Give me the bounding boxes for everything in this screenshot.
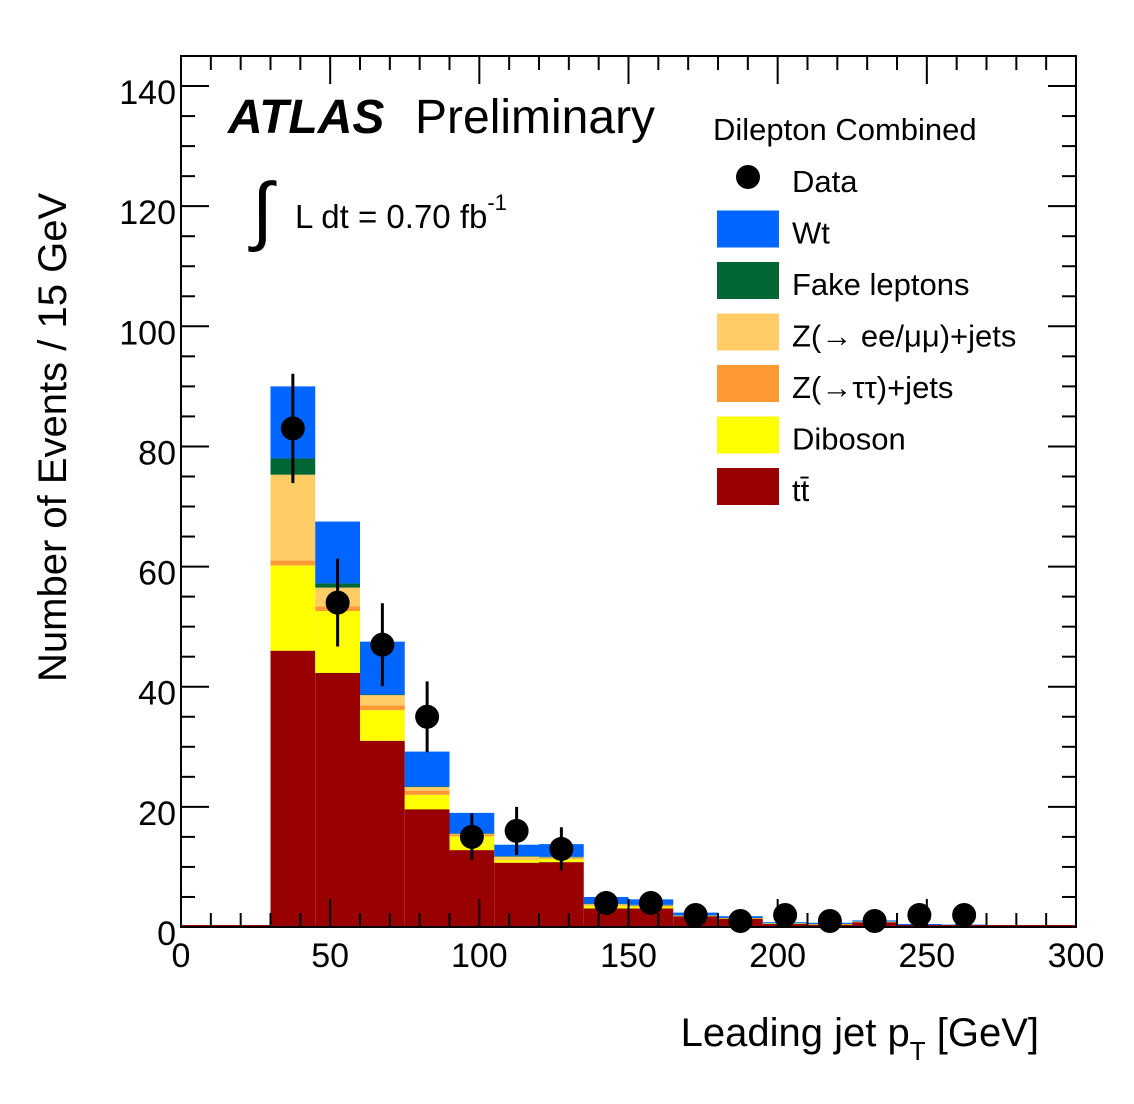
bar-segment-4: [494, 856, 539, 857]
data-point: [415, 704, 440, 729]
x-tick-label: 300: [1048, 937, 1105, 975]
x-tick-label: 100: [451, 937, 508, 975]
data-point: [280, 416, 305, 441]
bar-segment-5: [404, 751, 450, 787]
data-point: [683, 902, 708, 927]
luminosity-label: L dt = 0.70 fb-1: [295, 190, 507, 235]
bar-segment-1: [360, 710, 405, 741]
y-tick-label: 100: [119, 314, 176, 352]
x-axis-title-subscript: T: [910, 1036, 926, 1066]
x-tick-label: 0: [172, 937, 191, 975]
data-point: [952, 902, 977, 927]
y-axis-title: Number of Events / 15 GeV: [31, 193, 75, 682]
stacked-histogram: [181, 386, 1076, 927]
data-point: [549, 836, 574, 861]
legend-label: Diboson: [792, 422, 906, 457]
legend-label: Z(→ ee/μμ)+jets: [792, 319, 1016, 354]
axis-ticks: [180, 55, 1077, 928]
bar-segment-0: [583, 908, 629, 927]
luminosity-text: L dt = 0.70 fb: [295, 198, 487, 235]
legend-swatch: [717, 468, 779, 505]
legend-label: tt̄: [792, 473, 810, 508]
legend-swatch: [717, 210, 779, 248]
bar-segment-3: [360, 695, 405, 706]
data-point: [459, 824, 484, 849]
legend-label: Fake leptons: [792, 267, 970, 302]
bar-segment-0: [315, 672, 360, 927]
legend-marker-data: [736, 165, 760, 189]
bar-segment-4: [360, 694, 405, 696]
bar-segment-2: [360, 705, 405, 711]
bar-segment-0: [404, 809, 450, 927]
x-tick-label: 50: [311, 937, 349, 975]
bar-segment-1: [270, 565, 316, 651]
x-tick-label: 150: [600, 937, 657, 975]
y-tick-label: 20: [138, 795, 176, 833]
data-point: [773, 902, 798, 927]
atlas-label: ATLAS: [227, 91, 384, 144]
data-point: [638, 890, 663, 915]
y-tick-label: 0: [157, 915, 176, 953]
bar-segment-3: [404, 787, 450, 791]
data-point: [907, 902, 932, 927]
bar-segment-0: [360, 740, 405, 927]
x-tick-label: 250: [898, 937, 955, 975]
x-tick-label: 200: [749, 937, 806, 975]
legend-label: Wt: [792, 216, 830, 251]
legend-label: Data: [792, 164, 858, 199]
x-axis-title: Leading jet pT [GeV]: [681, 1011, 1039, 1066]
legend-label: Z(→ττ)+jets: [792, 370, 953, 405]
y-tick-label: 120: [119, 194, 176, 232]
data-point: [594, 890, 619, 915]
bar-segment-1: [494, 859, 539, 863]
legend-swatch: [717, 262, 779, 299]
bar-segment-0: [494, 862, 539, 927]
y-tick-label: 40: [138, 675, 176, 713]
data-point: [504, 818, 529, 843]
bar-segment-2: [270, 560, 316, 566]
bar-segment-2: [494, 859, 539, 860]
bar-segment-0: [449, 850, 495, 927]
bar-segment-0: [270, 650, 316, 927]
bar-segment-3: [494, 856, 539, 860]
data-point: [370, 632, 395, 657]
preliminary-label: Preliminary: [415, 91, 655, 144]
bar-segment-1: [404, 794, 450, 810]
y-tick-label: 60: [138, 555, 176, 593]
x-axis-title-unit: [GeV]: [926, 1011, 1039, 1055]
y-tick-label: 80: [138, 434, 176, 472]
axis-tick-labels: 0 50 100 150 200 250 300 0 20 40 60 80 100 120 140: [119, 74, 1104, 975]
bar-segment-0: [628, 908, 674, 927]
x-axis-title-text: Leading jet p: [681, 1011, 910, 1055]
legend-swatch: [717, 313, 779, 351]
bar-segment-4: [404, 786, 450, 788]
bar-segment-2: [404, 790, 450, 795]
legend-title: Dilepton Combined: [713, 112, 977, 147]
legend: Dilepton Combined Data Wt Fake leptons Z(→ …: [713, 112, 1016, 508]
data-point: [325, 590, 350, 615]
integral-symbol: ∫: [248, 168, 277, 253]
bar-segment-3: [270, 474, 316, 561]
y-tick-label: 140: [119, 74, 176, 112]
luminosity-exponent: -1: [487, 190, 507, 215]
legend-swatch: [717, 416, 779, 454]
bar-segment-0: [539, 862, 584, 927]
legend-swatch: [717, 365, 779, 402]
